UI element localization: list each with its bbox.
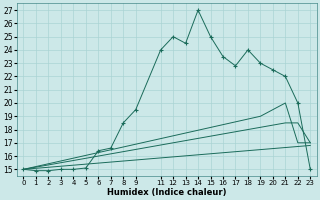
X-axis label: Humidex (Indice chaleur): Humidex (Indice chaleur)	[107, 188, 227, 197]
